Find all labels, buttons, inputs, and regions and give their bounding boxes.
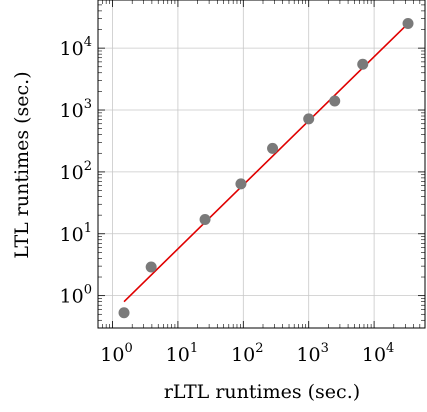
data-point	[357, 58, 369, 70]
x-tick-label: 102	[231, 341, 263, 366]
y-tick-label: 100	[60, 283, 92, 308]
data-point	[145, 261, 157, 273]
data-point	[199, 214, 211, 226]
data-point	[402, 18, 414, 30]
y-tick-labels: 100 101 102 103 104	[60, 35, 92, 307]
plot-frame	[97, 0, 426, 329]
x-tick-labels: 100 101 102 103 104	[100, 341, 394, 366]
x-tick-label: 104	[362, 341, 394, 366]
fit-line-group	[123, 22, 409, 303]
x-tick-label: 100	[100, 341, 132, 366]
x-axis-title: rLTL runtimes (sec.)	[164, 381, 360, 403]
major-ticks	[98, 0, 425, 328]
data-point	[118, 307, 130, 319]
x-tick-label: 103	[296, 341, 328, 366]
fit-line	[123, 22, 409, 303]
x-tick-label: 101	[166, 341, 198, 366]
grid-lines	[98, 0, 425, 328]
data-point	[235, 178, 247, 190]
data-point	[267, 142, 279, 154]
data-point	[329, 95, 341, 107]
y-tick-label: 101	[60, 221, 92, 246]
y-tick-label: 102	[60, 159, 92, 184]
y-tick-label: 103	[60, 97, 92, 122]
data-point	[303, 113, 315, 125]
y-axis-title: LTL runtimes (sec.)	[11, 71, 33, 258]
y-tick-label: 104	[60, 35, 92, 60]
data-points	[118, 18, 414, 319]
